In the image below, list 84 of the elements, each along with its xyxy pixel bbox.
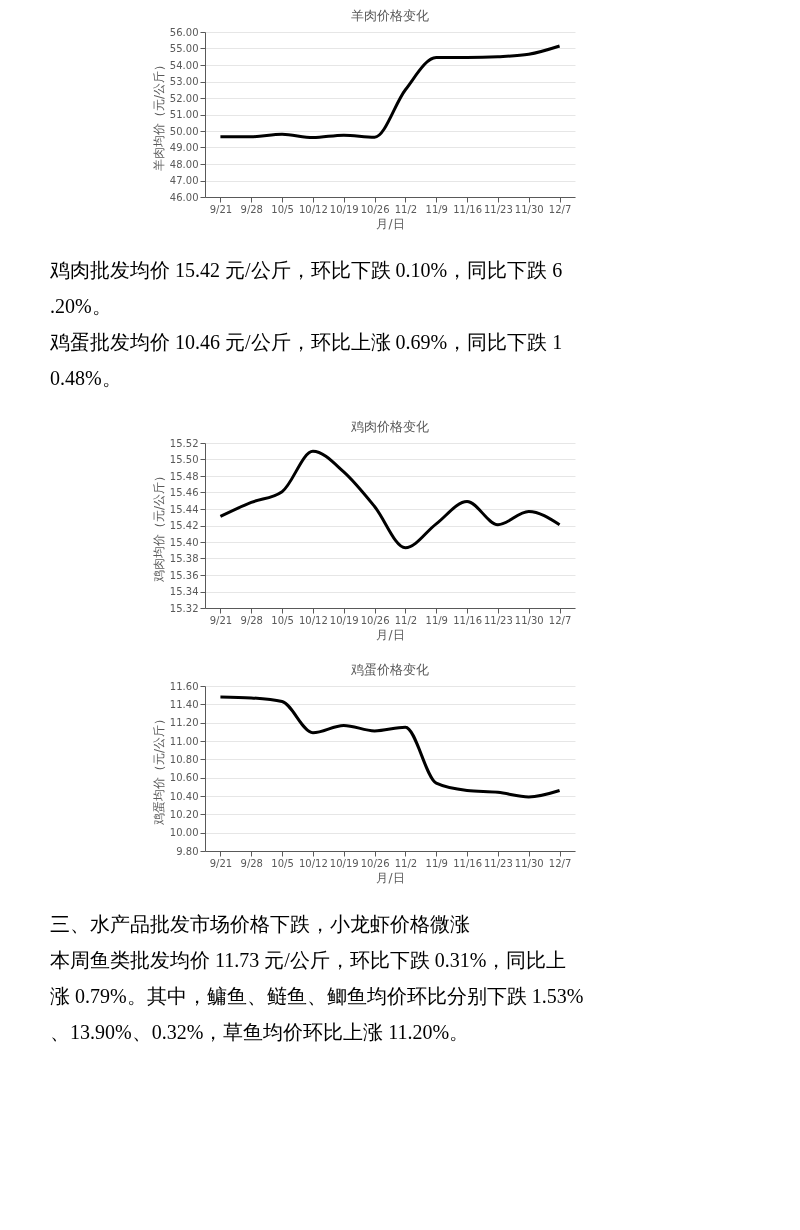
y-tick-label: 11.20 [169,717,199,729]
x-tick-label: 10/19 [329,203,359,215]
y-tick-label: 15.44 [169,503,199,515]
y-tick-label: 10.20 [169,808,199,820]
x-tick-label: 11/23 [484,203,513,215]
x-tick-label: 11/16 [453,203,482,215]
y-tick-label: 49.00 [169,142,199,153]
y-tick-label: 9.80 [176,845,199,857]
y-tick-label: 15.34 [169,586,199,597]
y-tick-label: 15.40 [169,536,199,548]
y-tick-label: 15.46 [169,487,199,498]
x-tick-label: 11/16 [453,614,482,626]
y-tick-label: 50.00 [169,125,199,137]
y-tick-label: 10.60 [169,772,199,784]
x-tick-label: 11/9 [425,614,448,626]
y-tick-label: 15.36 [169,569,199,581]
y-axis-title: 羊肉均价（元/公斤） [151,58,166,172]
text: 鸡蛋批发均价 10.46 元/公斤，环比上涨 0.69%，同比下跌 10.48%。 [49,331,563,389]
y-tick-label: 11.40 [169,698,199,710]
x-tick-label: 10/12 [299,203,328,215]
x-tick-label: 10/12 [299,614,328,626]
x-tick-label: 11/23 [484,857,513,869]
y-tick-label: 15.50 [169,454,199,465]
line-series [218,695,562,799]
x-tick-label: 11/30 [514,857,544,869]
y-tick-label: 11.60 [169,680,199,692]
y-tick-label: 10.40 [169,790,199,802]
line-series [218,44,562,140]
y-tick-label: 15.32 [169,602,199,614]
y-tick-label: 48.00 [169,158,199,170]
x-axis-title: 月/日 [376,627,405,642]
text: 三、水产品批发市场价格下跌，小龙虾价格微涨 [50,913,470,935]
chart-title: 鸡肉价格变化 [350,419,429,434]
x-tick-label: 10/26 [360,857,390,869]
line-series [218,449,562,550]
x-tick-label: 11/2 [394,614,418,626]
x-tick-label: 12/7 [548,857,572,869]
x-tick-label: 9/21 [209,203,233,215]
x-tick-label: 11/9 [425,203,448,215]
x-tick-label: 9/28 [240,857,263,869]
x-tick-label: 10/5 [271,614,294,626]
x-tick-label: 10/26 [360,614,390,626]
y-tick-label: 54.00 [169,59,199,71]
x-tick-label: 11/9 [425,857,448,869]
x-tick-label: 9/28 [240,614,263,626]
y-tick-label: 15.52 [169,437,199,449]
x-tick-label: 11/30 [514,203,544,215]
x-tick-label: 11/16 [453,857,482,869]
x-tick-label: 9/28 [240,203,263,215]
x-tick-label: 11/23 [484,614,513,626]
x-tick-label: 10/12 [299,857,328,869]
x-axis-title: 月/日 [376,216,405,231]
x-tick-label: 9/21 [209,857,233,869]
x-tick-label: 11/30 [514,614,544,626]
text: 本周鱼类批发均价 11.73 元/公斤，环比下跌 0.31%，同比上涨 0.79%。其中，鳙鱼、鲢鱼、鲫鱼均价环比分别下跌 1.53%、13.90%、0.32%，草鱼均价环比上涨 11.20%。 [50,949,584,1043]
x-tick-label: 11/2 [394,857,418,869]
x-tick-label: 10/19 [329,614,359,626]
y-axis-title: 鸡肉均价（元/公斤） [151,469,166,584]
y-tick-label: 51.00 [169,109,199,120]
y-tick-label: 56.00 [169,26,199,38]
y-tick-label: 47.00 [169,175,199,186]
x-tick-label: 9/21 [209,614,233,626]
text: 鸡肉批发均价 15.42 元/公斤，环比下跌 0.10%，同比下跌 6.20%。 [49,259,563,317]
x-axis-title: 月/日 [376,870,405,885]
x-tick-label: 10/19 [329,857,359,869]
y-tick-label: 52.00 [169,92,199,104]
x-tick-label: 12/7 [548,614,572,626]
chart-title: 鸡蛋价格变化 [350,662,429,677]
y-tick-label: 15.38 [169,553,199,564]
y-tick-label: 55.00 [169,43,199,54]
y-axis-title: 鸡蛋均价（元/公斤） [151,712,166,827]
x-tick-label: 10/26 [360,203,390,215]
y-tick-label: 53.00 [169,76,199,87]
y-tick-label: 11.00 [169,735,199,747]
x-tick-label: 11/2 [394,203,418,215]
y-tick-label: 10.00 [169,827,199,839]
y-tick-label: 15.48 [169,470,199,482]
x-tick-label: 10/5 [271,857,294,869]
y-tick-label: 15.42 [169,520,199,531]
chart-title: 羊肉价格变化 [351,8,429,23]
y-tick-label: 46.00 [169,191,199,203]
x-tick-label: 12/7 [548,203,572,215]
x-tick-label: 10/5 [271,203,294,215]
y-tick-label: 10.80 [169,753,199,765]
